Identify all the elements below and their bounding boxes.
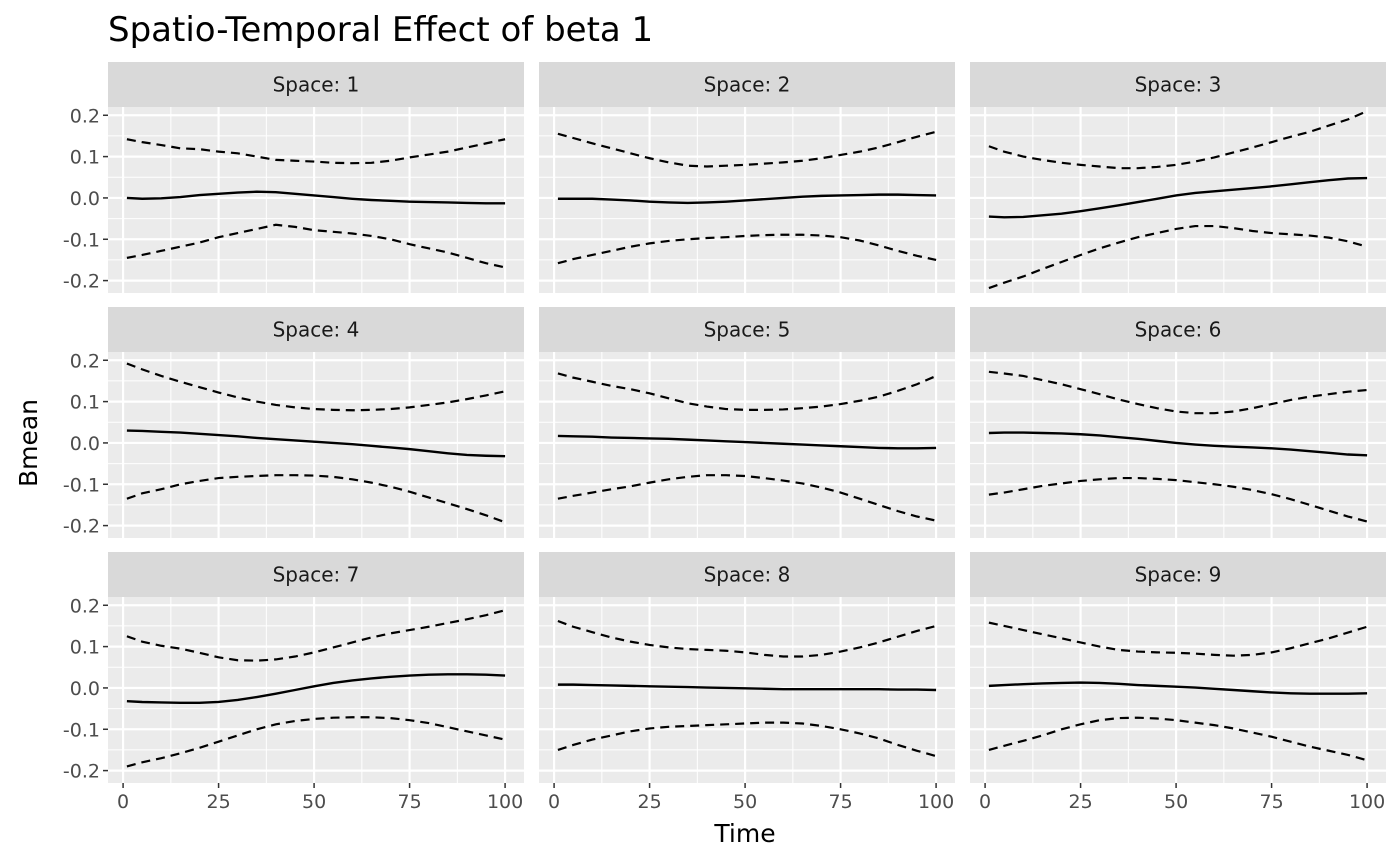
facet-strip-label: Space: 2 xyxy=(704,73,791,97)
x-tick-label: 25 xyxy=(637,791,661,813)
upper-bound-line xyxy=(557,372,937,411)
facet-strip-label: Space: 9 xyxy=(1135,563,1222,587)
lower-bound-line xyxy=(988,716,1368,762)
x-axis-title: Time xyxy=(713,819,775,848)
y-tick-label: -0.2 xyxy=(63,761,100,783)
facet-panels: Space: 1 -0.2 -0.1 0.0 0.1 0.2 Space: 2 Space: … xyxy=(63,62,1386,813)
y-tick-label: -0.1 xyxy=(63,474,100,496)
lower-bound-line xyxy=(126,716,506,768)
y-tick-label: 0.1 xyxy=(70,392,100,414)
facet-panel: Space: 4 -0.2 -0.1 0.0 0.1 0.2 xyxy=(63,307,524,538)
x-tick-label: 75 xyxy=(828,791,852,813)
x-tick-label: 100 xyxy=(1349,791,1385,813)
panel-background xyxy=(970,597,1386,783)
x-tick-label: 25 xyxy=(1068,791,1092,813)
x-tick-label: 75 xyxy=(1259,791,1283,813)
facet-panel: Space: 9 0 25 50 75 100 xyxy=(970,552,1386,813)
y-tick-label: 0.2 xyxy=(70,105,100,127)
x-tick-label: 100 xyxy=(487,791,523,813)
facet-panel: Space: 6 xyxy=(970,307,1386,538)
facet-panel: Space: 2 xyxy=(539,62,955,293)
panel-background xyxy=(108,597,524,783)
facet-strip-label: Space: 5 xyxy=(704,318,791,342)
lower-bound-line xyxy=(126,474,506,524)
y-tick-label: 0.2 xyxy=(70,350,100,372)
y-tick-label: 0.1 xyxy=(70,637,100,659)
x-tick-label: 0 xyxy=(117,791,129,813)
upper-bound-line xyxy=(988,110,1368,170)
upper-bound-line xyxy=(126,138,506,165)
x-tick-label: 50 xyxy=(733,791,757,813)
y-tick-label: 0.0 xyxy=(70,188,100,210)
facet-panel: Space: 7 -0.2 -0.1 0.0 0.1 0.2 0 25 50 75 100 xyxy=(63,552,524,813)
mean-line xyxy=(126,673,506,705)
x-tick-label: 100 xyxy=(918,791,954,813)
y-tick-label: 0.0 xyxy=(70,678,100,700)
facet-strip xyxy=(539,307,955,352)
facet-panel: Space: 1 -0.2 -0.1 0.0 0.1 0.2 xyxy=(63,62,524,293)
upper-bound-line xyxy=(126,609,506,662)
facet-panel: Space: 8 0 25 50 75 100 xyxy=(539,552,955,813)
mean-line xyxy=(557,683,937,692)
facet-panel: Space: 5 xyxy=(539,307,955,538)
facet-strip-label: Space: 4 xyxy=(273,318,360,342)
mean-line xyxy=(988,431,1368,457)
facet-strip xyxy=(108,307,524,352)
facet-strip xyxy=(970,62,1386,107)
x-tick-label: 0 xyxy=(548,791,560,813)
facet-strip xyxy=(539,552,955,597)
lower-bound-line xyxy=(557,233,937,265)
x-tick-label: 25 xyxy=(206,791,230,813)
y-tick-label: 0.2 xyxy=(70,595,100,617)
mean-line xyxy=(126,190,506,205)
panel-background xyxy=(108,107,524,293)
facet-strip-label: Space: 3 xyxy=(1135,73,1222,97)
x-tick-label: 50 xyxy=(1164,791,1188,813)
facet-strip-label: Space: 7 xyxy=(273,563,360,587)
facet-strip xyxy=(970,552,1386,597)
lower-bound-line xyxy=(988,224,1368,290)
facet-strip-label: Space: 1 xyxy=(273,73,360,97)
panel-background xyxy=(970,107,1386,293)
chart-title: Spatio-Temporal Effect of beta 1 xyxy=(108,10,653,50)
upper-bound-line xyxy=(557,619,937,658)
y-tick-label: 0.1 xyxy=(70,147,100,169)
x-tick-label: 0 xyxy=(979,791,991,813)
lower-bound-line xyxy=(988,476,1368,523)
panel-background xyxy=(108,352,524,538)
facet-strip-label: Space: 6 xyxy=(1135,318,1222,342)
mean-line xyxy=(557,434,937,450)
mean-line xyxy=(988,176,1368,219)
facet-strip xyxy=(108,62,524,107)
y-tick-label: 0.0 xyxy=(70,433,100,455)
facet-strip xyxy=(108,552,524,597)
upper-bound-line xyxy=(126,362,506,412)
y-tick-label: -0.2 xyxy=(63,516,100,538)
mean-line xyxy=(126,429,506,458)
upper-bound-line xyxy=(988,621,1368,657)
y-axis-title: Bmean xyxy=(14,399,43,487)
facet-strip xyxy=(539,62,955,107)
lower-bound-line xyxy=(126,223,506,269)
mean-line xyxy=(557,193,937,205)
upper-bound-line xyxy=(988,370,1368,415)
x-tick-label: 50 xyxy=(302,791,326,813)
lower-bound-line xyxy=(557,721,937,758)
x-tick-label: 75 xyxy=(397,791,421,813)
lower-bound-line xyxy=(557,474,937,522)
facet-strip-label: Space: 8 xyxy=(704,563,791,587)
y-tick-label: -0.1 xyxy=(63,719,100,741)
y-tick-label: -0.1 xyxy=(63,229,100,251)
mean-line xyxy=(988,681,1368,695)
upper-bound-line xyxy=(557,130,937,168)
y-tick-label: -0.2 xyxy=(63,271,100,293)
facet-strip xyxy=(970,307,1386,352)
facet-panel: Space: 3 xyxy=(970,62,1386,293)
